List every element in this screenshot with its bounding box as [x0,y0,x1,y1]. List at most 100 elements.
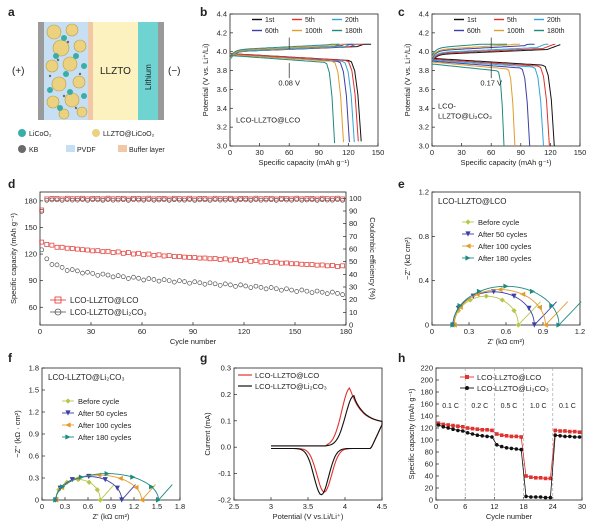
rate-point-0 [499,433,504,437]
x-tick-label: 90 [189,327,197,336]
efficiency-point-1 [197,197,203,203]
x-tick-label: 30 [87,327,95,336]
legend-label-0: LCO-LLZTO@LCO [477,373,541,382]
capacity-point-0 [279,260,284,266]
efficiency-point-0 [279,195,284,201]
charge-curve-180th [431,43,507,56]
y-axis-label: Potential (V vs. Li⁺/Li) [403,43,412,116]
capacity-point-0 [151,252,157,258]
legend-marker-0 [65,398,71,404]
y-tick-label: 3.6 [217,85,227,94]
x-tick-label: 4 [343,502,347,511]
rate-point-0 [485,428,489,432]
efficiency-point-0 [171,195,177,201]
y-tick-label: 140 [420,412,433,421]
rate-point-1 [499,444,504,449]
capacity-point-1 [202,281,208,287]
capacity-point-1 [253,283,259,289]
capacity-point-1 [75,268,80,274]
x-tick-label: 18 [519,502,527,511]
llzto-lco-particle [72,75,86,89]
rate-point-0 [480,428,485,432]
discharge-curve-180th [229,55,336,144]
capacity-point-1 [212,281,218,287]
rate-point-0 [568,429,572,434]
x-tick-label: 90 [315,148,323,157]
rate-point-0 [509,434,514,439]
capacity-point-0 [243,257,249,263]
y-tick-label: 3.2 [419,123,429,132]
rate-point-0 [495,432,499,436]
lco-particle [57,105,63,111]
capacity-point-0 [141,252,147,258]
capacity-point-0 [59,244,65,250]
legend-label-2: 20th [547,17,561,24]
capacity-point-0 [222,256,228,262]
rate-point-1 [495,443,499,447]
legend-marker-0 [465,375,469,379]
capacity-point-1 [90,271,96,276]
capacity-point-0 [54,244,60,250]
efficiency-point-0 [330,196,335,202]
x-tick-label: 0 [40,502,44,511]
rate-point-1 [538,495,543,499]
x-tick-label: 120 [342,148,355,157]
x-tick-label: 150 [574,148,587,157]
capacity-point-0 [197,255,203,261]
y-tick-label: 4.4 [419,10,429,19]
capacity-point-1 [324,291,330,296]
legend-marker-1 [65,410,71,416]
x-tick-label: 0 [228,148,232,157]
charge-curve-20th [431,43,549,61]
efficiency-point-0 [187,195,192,201]
kb-particle [62,94,66,98]
capacity-point-1 [105,272,111,278]
legend-label-3: 60th [467,28,481,35]
y-tick-label: 1.5 [29,386,39,395]
panel-label-c: c [398,5,405,19]
rate-point-0 [441,422,446,427]
llzto-lco-particle [45,59,59,73]
legend-label-3: After 180 cycles [78,433,132,442]
x-tick-label: 0 [434,502,438,511]
x-tick-label: 120 [544,148,557,157]
efficiency-point-1 [69,197,75,203]
x-tick-label: 30 [578,502,586,511]
efficiency-point-1 [324,197,330,203]
capacity-point-0 [85,247,90,253]
y-tick-label: 1.8 [29,364,39,373]
inset-label-0: LCO- [438,101,456,110]
cv-curve-1 [271,394,383,496]
efficiency-point-1 [110,197,116,203]
y-tick-label: 0 [429,496,433,505]
discharge-curve-100th [229,54,344,143]
kb-particle [74,106,78,110]
efficiency-point-0 [85,196,90,202]
capacity-point-1 [95,272,101,278]
efficiency-point-0 [299,196,305,202]
legend-label-1: 5th [305,17,315,24]
capacity-point-1 [217,282,223,288]
x-tick-label: 3.5 [303,502,313,511]
charge-curve-5th [431,43,556,62]
capacity-point-1 [207,280,213,286]
efficiency-point-0 [136,196,141,201]
y-tick-label: 0.3 [29,474,39,483]
y-tick-label: 1.2 [419,188,429,197]
rate-point-1 [548,495,553,500]
y-tick-label: 3.6 [419,85,429,94]
efficiency-point-1 [54,197,60,203]
anode-label: Lithium [144,64,153,90]
rate-point-0 [519,435,523,439]
efficiency-point-1 [233,197,238,203]
eis-marker-2 [520,291,526,297]
buffer-layer [88,22,93,120]
legend-label-0: LCO-LLZTO@LCO [255,371,319,380]
efficiency-point-1 [319,197,325,203]
rate-point-0 [553,428,558,433]
capacity-point-0 [228,257,233,263]
y-axis-label: Potential (V vs. Li⁺/Li) [201,43,210,116]
capacity-point-1 [182,279,187,284]
capacity-point-0 [166,253,172,259]
efficiency-point-0 [243,196,249,201]
